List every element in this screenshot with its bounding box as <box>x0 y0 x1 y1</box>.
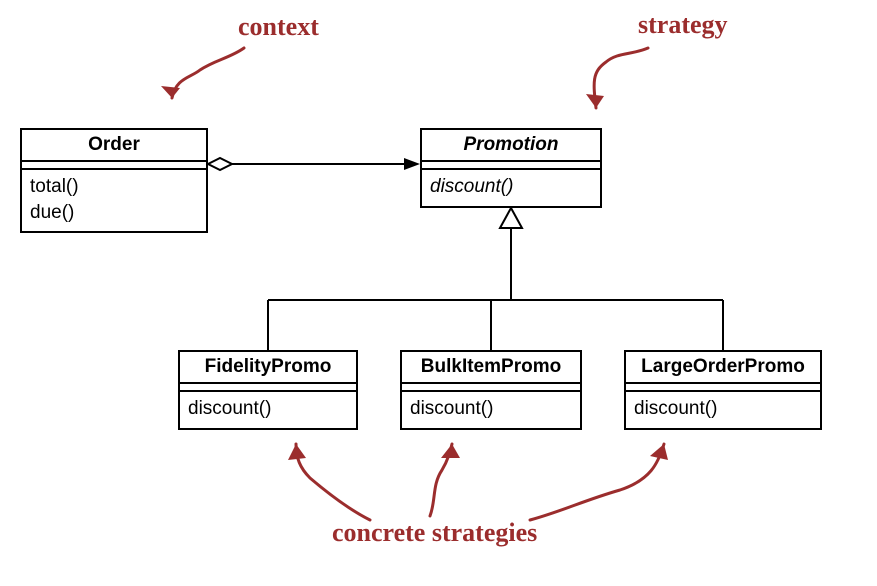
annotation-strategy: strategy <box>638 10 728 40</box>
arrow-concrete-right <box>530 444 664 520</box>
method-discount-fidelity: discount() <box>188 396 346 422</box>
arrow-context <box>172 48 244 98</box>
class-fidelity-promo: FidelityPromo discount() <box>178 350 358 430</box>
class-large-methods: discount() <box>626 392 820 428</box>
arrow-concrete-middle <box>430 444 452 516</box>
method-due: due() <box>30 200 196 226</box>
class-order-name: Order <box>22 130 206 162</box>
class-promotion-name: Promotion <box>422 130 600 162</box>
class-bulk-methods: discount() <box>402 392 580 428</box>
class-order-methods: total() due() <box>22 170 206 231</box>
class-promotion: Promotion discount() <box>420 128 602 208</box>
class-fidelity-separator <box>180 384 356 392</box>
annotation-context: context <box>238 12 319 42</box>
method-discount-abstract: discount() <box>430 174 590 200</box>
class-large-separator <box>626 384 820 392</box>
class-promotion-separator <box>422 162 600 170</box>
class-bulk-item-promo: BulkItemPromo discount() <box>400 350 582 430</box>
method-discount-bulk: discount() <box>410 396 570 422</box>
class-bulk-separator <box>402 384 580 392</box>
class-order-separator <box>22 162 206 170</box>
class-bulk-name: BulkItemPromo <box>402 352 580 384</box>
method-discount-large: discount() <box>634 396 810 422</box>
edge-order-promotion <box>208 158 420 170</box>
arrow-concrete-left <box>296 444 370 520</box>
diagram-connectors <box>0 0 877 586</box>
class-order: Order total() due() <box>20 128 208 233</box>
class-promotion-methods: discount() <box>422 170 600 206</box>
class-large-name: LargeOrderPromo <box>626 352 820 384</box>
edge-generalization-tree <box>268 208 723 350</box>
class-fidelity-name: FidelityPromo <box>180 352 356 384</box>
method-total: total() <box>30 174 196 200</box>
annotation-concrete-strategies: concrete strategies <box>332 518 537 548</box>
class-large-order-promo: LargeOrderPromo discount() <box>624 350 822 430</box>
arrow-strategy <box>594 48 648 108</box>
class-fidelity-methods: discount() <box>180 392 356 428</box>
